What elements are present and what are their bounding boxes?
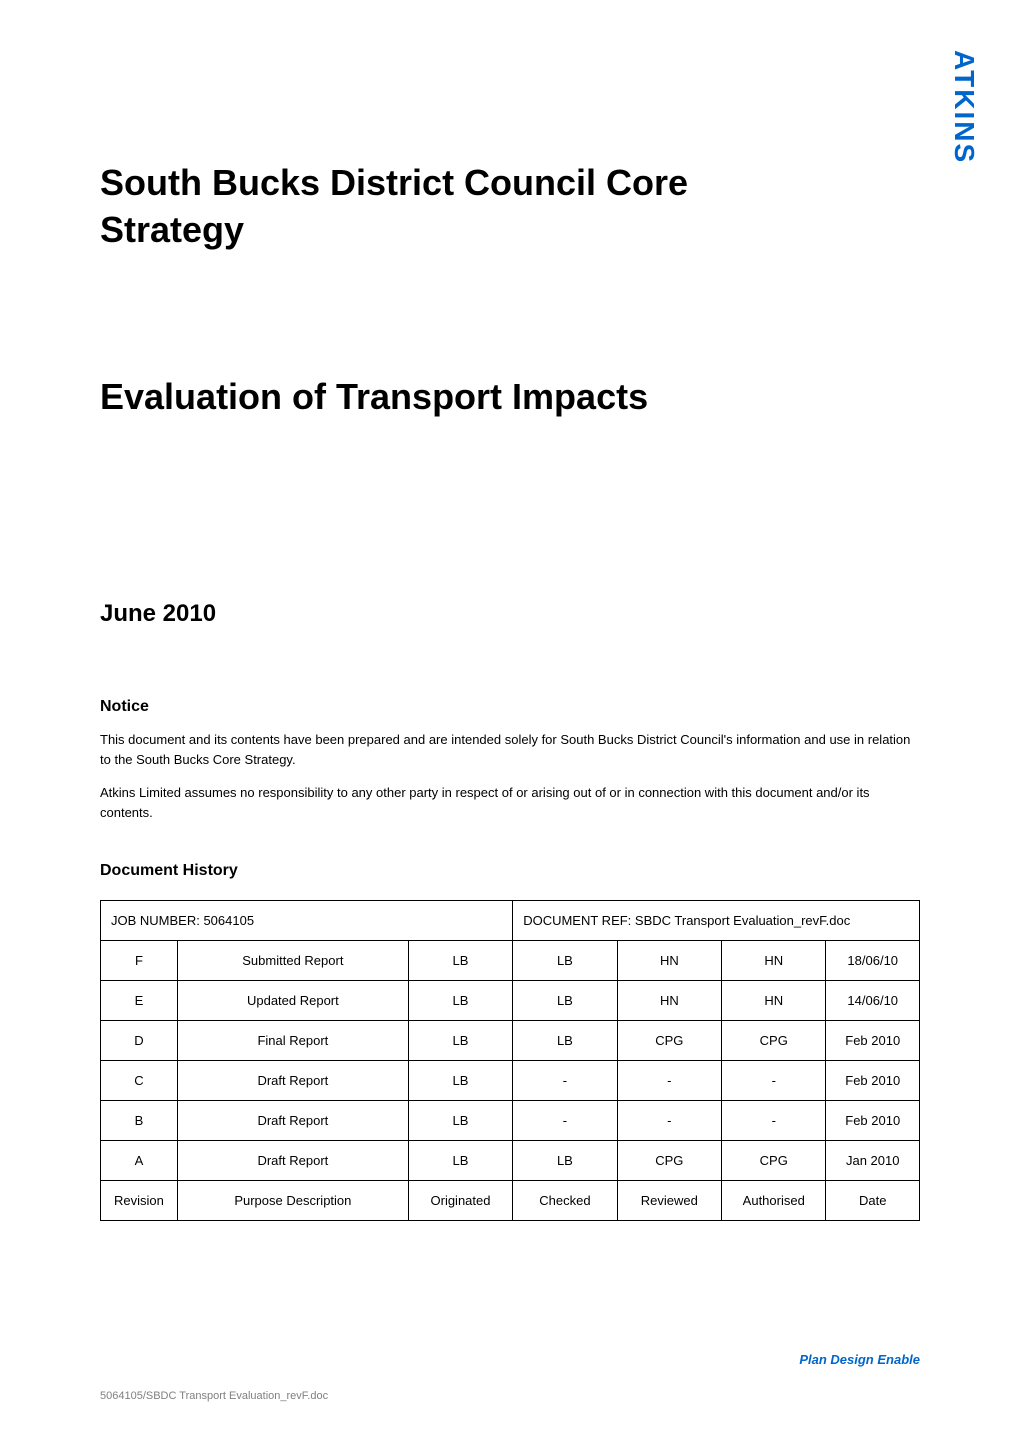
table-row: F Submitted Report LB LB HN HN 18/06/10 xyxy=(101,941,920,981)
table-row: E Updated Report LB LB HN HN 14/06/10 xyxy=(101,981,920,1021)
revision-cell: D xyxy=(101,1021,178,1061)
reviewed-cell: HN xyxy=(617,941,721,981)
revision-cell: A xyxy=(101,1141,178,1181)
date-cell: 18/06/10 xyxy=(826,941,920,981)
date-cell: Feb 2010 xyxy=(826,1061,920,1101)
authorised-cell: CPG xyxy=(722,1141,826,1181)
notice-paragraph-1: This document and its contents have been… xyxy=(100,730,920,769)
table-header-row: JOB NUMBER: 5064105 DOCUMENT REF: SBDC T… xyxy=(101,901,920,941)
originated-cell: LB xyxy=(408,1141,512,1181)
document-title: South Bucks District Council Core Strate… xyxy=(100,160,920,254)
authorised-cell: HN xyxy=(722,941,826,981)
table-row: D Final Report LB LB CPG CPG Feb 2010 xyxy=(101,1021,920,1061)
date-cell: Feb 2010 xyxy=(826,1021,920,1061)
checked-cell: LB xyxy=(513,1141,617,1181)
table-column-headers-row: Revision Purpose Description Originated … xyxy=(101,1181,920,1221)
column-header-purpose: Purpose Description xyxy=(177,1181,408,1221)
document-date: June 2010 xyxy=(100,600,920,628)
authorised-cell: HN xyxy=(722,981,826,1021)
column-header-reviewed: Reviewed xyxy=(617,1181,721,1221)
reviewed-cell: - xyxy=(617,1101,721,1141)
revision-cell: F xyxy=(101,941,178,981)
document-history-table: JOB NUMBER: 5064105 DOCUMENT REF: SBDC T… xyxy=(100,900,920,1221)
originated-cell: LB xyxy=(408,1021,512,1061)
purpose-cell: Submitted Report xyxy=(177,941,408,981)
originated-cell: LB xyxy=(408,1101,512,1141)
purpose-cell: Draft Report xyxy=(177,1101,408,1141)
checked-cell: LB xyxy=(513,941,617,981)
checked-cell: - xyxy=(513,1061,617,1101)
title-line-2: Strategy xyxy=(100,209,244,250)
document-subtitle: Evaluation of Transport Impacts xyxy=(100,374,920,421)
revision-cell: E xyxy=(101,981,178,1021)
table-row: A Draft Report LB LB CPG CPG Jan 2010 xyxy=(101,1141,920,1181)
column-header-originated: Originated xyxy=(408,1181,512,1221)
purpose-cell: Draft Report xyxy=(177,1141,408,1181)
revision-cell: B xyxy=(101,1101,178,1141)
date-cell: 14/06/10 xyxy=(826,981,920,1021)
authorised-cell: - xyxy=(722,1101,826,1141)
footer-filename: 5064105/SBDC Transport Evaluation_revF.d… xyxy=(100,1390,328,1402)
checked-cell: LB xyxy=(513,1021,617,1061)
checked-cell: - xyxy=(513,1101,617,1141)
reviewed-cell: HN xyxy=(617,981,721,1021)
notice-heading: Notice xyxy=(100,698,920,716)
date-cell: Jan 2010 xyxy=(826,1141,920,1181)
originated-cell: LB xyxy=(408,981,512,1021)
originated-cell: LB xyxy=(408,941,512,981)
document-history-heading: Document History xyxy=(100,862,920,880)
authorised-cell: - xyxy=(722,1061,826,1101)
date-cell: Feb 2010 xyxy=(826,1101,920,1141)
job-number-cell: JOB NUMBER: 5064105 xyxy=(101,901,513,941)
table-row: C Draft Report LB - - - Feb 2010 xyxy=(101,1061,920,1101)
column-header-authorised: Authorised xyxy=(722,1181,826,1221)
footer-tagline: Plan Design Enable xyxy=(799,1352,920,1367)
purpose-cell: Updated Report xyxy=(177,981,408,1021)
reviewed-cell: - xyxy=(617,1061,721,1101)
column-header-date: Date xyxy=(826,1181,920,1221)
notice-paragraph-2: Atkins Limited assumes no responsibility… xyxy=(100,783,920,822)
reviewed-cell: CPG xyxy=(617,1021,721,1061)
authorised-cell: CPG xyxy=(722,1021,826,1061)
column-header-checked: Checked xyxy=(513,1181,617,1221)
table-row: B Draft Report LB - - - Feb 2010 xyxy=(101,1101,920,1141)
title-line-1: South Bucks District Council Core xyxy=(100,162,688,203)
checked-cell: LB xyxy=(513,981,617,1021)
revision-cell: C xyxy=(101,1061,178,1101)
doc-ref-cell: DOCUMENT REF: SBDC Transport Evaluation_… xyxy=(513,901,920,941)
atkins-logo: ATKINS xyxy=(948,50,980,164)
purpose-cell: Draft Report xyxy=(177,1061,408,1101)
purpose-cell: Final Report xyxy=(177,1021,408,1061)
reviewed-cell: CPG xyxy=(617,1141,721,1181)
originated-cell: LB xyxy=(408,1061,512,1101)
column-header-revision: Revision xyxy=(101,1181,178,1221)
